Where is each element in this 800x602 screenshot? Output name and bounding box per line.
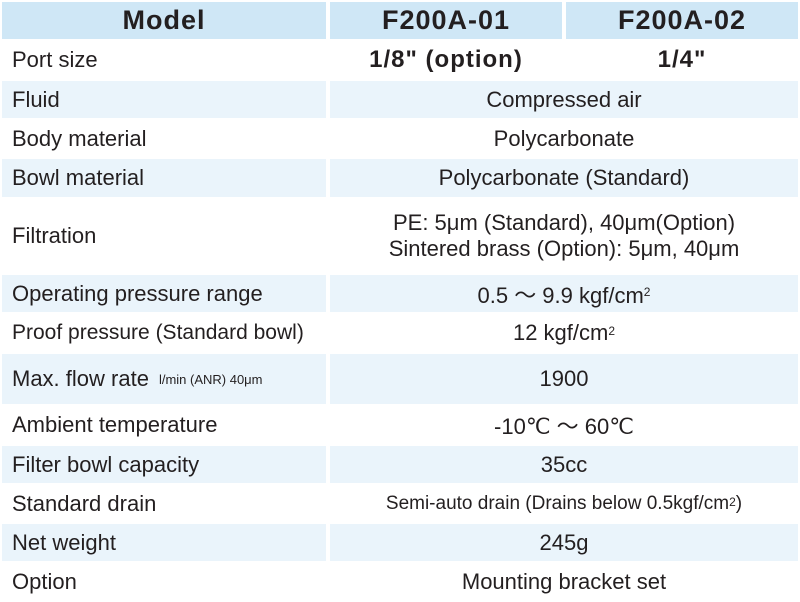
port-size-value1: 1/8" (option) [369,46,523,73]
header-col1-text: F200A-01 [381,5,511,35]
row-value-ambient-temp: -10℃ ～ 60℃ [330,406,798,444]
port-size-label: Port size [12,47,98,72]
row-value-bowl-material: Polycarbonate (Standard) [330,159,798,197]
port-size-value-01: 1/8" (option) [330,41,562,79]
row-label-operating-pressure: Operating pressure range [2,275,326,312]
operating-pressure-value: 0.5 ～ 9.9 kgf/cm [477,282,644,308]
bowl-material-label: Bowl material [12,165,145,190]
row-label-max-flow: Max. flow rate l/min (ANR) 40μm [2,354,326,404]
proof-pressure-label: Proof pressure (Standard bowl) [12,321,304,344]
row-value-option: Mounting bracket set [330,563,798,600]
bowl-material-value: Polycarbonate (Standard) [438,165,690,190]
option-label: Option [12,568,77,594]
row-value-standard-drain: Semi-auto drain (Drains below 0.5kgf/cm 2… [330,485,798,522]
row-value-fluid: Compressed air [330,81,798,118]
fluid-value: Compressed air [486,86,642,112]
row-value-filtration: PE: 5μm (Standard), 40μm(Option) Sintere… [330,199,798,273]
option-value: Mounting bracket set [461,568,667,594]
row-label-proof-pressure: Proof pressure (Standard bowl) [2,314,326,352]
max-flow-value: 1900 [539,366,589,391]
operating-pressure-label: Operating pressure range [12,280,263,306]
row-label-bowl-material: Bowl material [2,159,326,197]
row-value-max-flow: 1900 [330,354,798,404]
row-label-ambient-temp: Ambient temperature [2,406,326,444]
standard-drain-sup: 2 [729,494,736,509]
row-label-bowl-capacity: Filter bowl capacity [2,446,326,483]
body-material-value: Polycarbonate [493,125,635,151]
proof-pressure-sup: 2 [608,324,616,338]
fluid-label: Fluid [12,86,60,112]
header-f200a-02: F200A-02 [566,2,798,39]
max-flow-label: Max. flow rate [12,366,149,391]
row-label-filtration: Filtration [2,199,326,273]
row-value-operating-pressure: 0.5 ～ 9.9 kgf/cm 2 [330,275,798,312]
bowl-capacity-value: 35cc [540,451,588,477]
port-size-value2: 1/4" [657,46,707,73]
row-label-net-weight: Net weight [2,524,326,561]
proof-pressure-value: 12 kgf/cm [512,320,609,345]
body-material-label: Body material [12,125,147,151]
ambient-temp-label: Ambient temperature [12,412,218,437]
ambient-temp-value: -10℃ ～ 60℃ [494,414,634,439]
row-value-body-material: Polycarbonate [330,120,798,157]
header-model-text: Model [122,5,206,35]
header-model: Model [2,2,326,39]
standard-drain-value: Semi-auto drain (Drains below 0.5kgf/cm [385,492,730,514]
row-value-proof-pressure: 12 kgf/cm 2 [330,314,798,352]
row-value-net-weight: 245g [330,524,798,561]
row-value-bowl-capacity: 35cc [330,446,798,483]
max-flow-note: l/min (ANR) 40μm [158,371,263,387]
header-col2-text: F200A-02 [617,5,747,35]
row-label-fluid: Fluid [2,81,326,118]
row-label-option: Option [2,563,326,600]
filtration-line2: Sintered brass (Option): 5μm, 40μm [388,236,740,261]
filtration-label: Filtration [12,223,97,248]
bowl-capacity-label: Filter bowl capacity [12,451,200,477]
standard-drain-tail: ) [735,492,743,514]
port-size-value-02: 1/4" [566,41,798,79]
net-weight-value: 245g [539,529,589,555]
row-label-standard-drain: Standard drain [2,485,326,522]
operating-pressure-sup: 2 [643,284,651,299]
standard-drain-label: Standard drain [12,490,157,516]
row-label-body-material: Body material [2,120,326,157]
filtration-line1: PE: 5μm (Standard), 40μm(Option) [392,210,736,235]
header-f200a-01: F200A-01 [330,2,562,39]
row-label-port-size: Port size [2,41,326,79]
net-weight-label: Net weight [12,529,116,555]
